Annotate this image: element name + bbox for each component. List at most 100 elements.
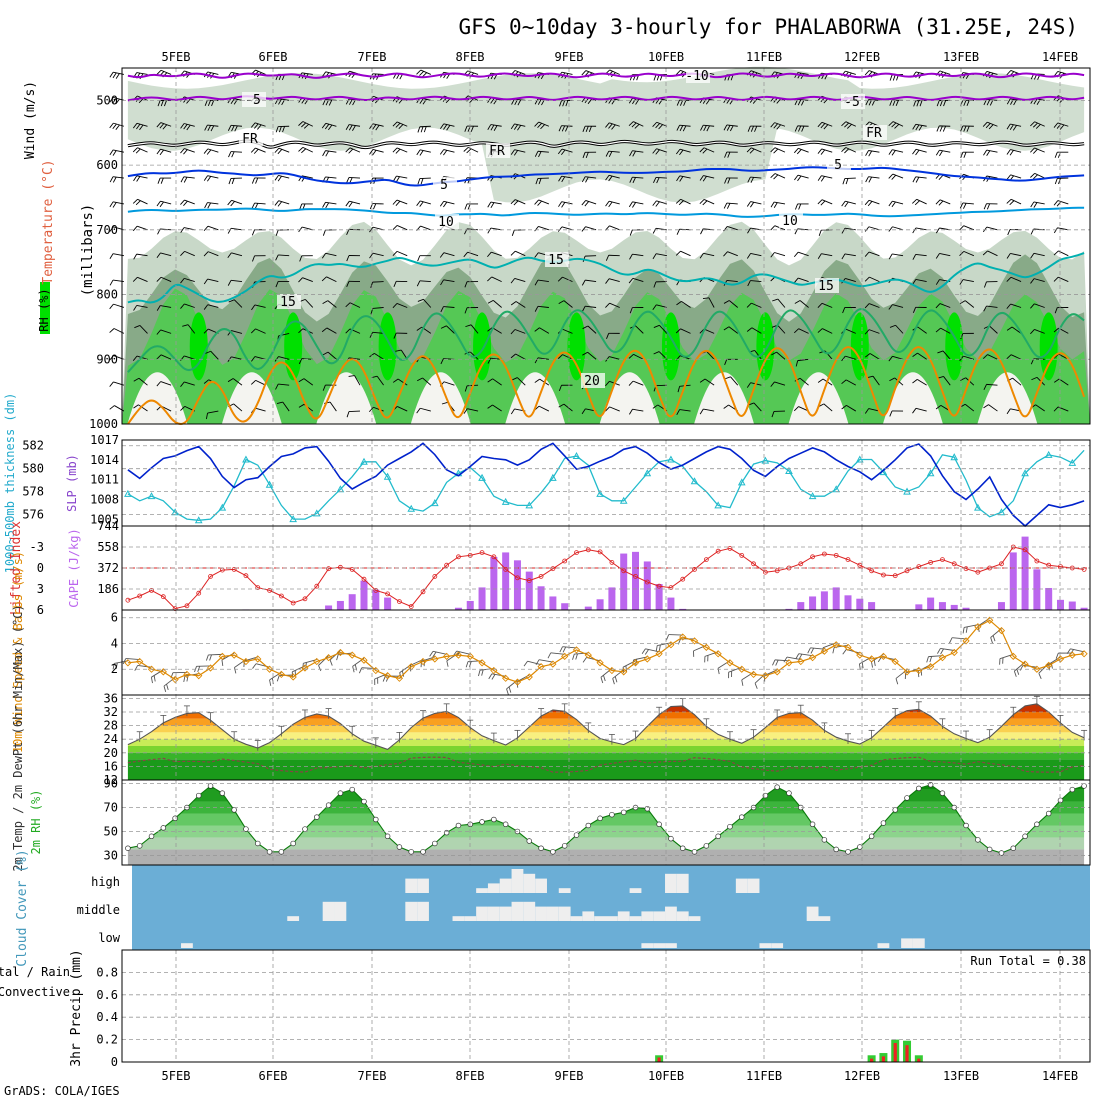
upper-wind-barb-129 (250, 147, 266, 154)
upper-wind-barb-246-flag-0 (109, 226, 114, 232)
surface-wind-barb-33-flag-1 (508, 686, 512, 693)
upper-wind-barb-550-flag-0 (510, 408, 515, 415)
cloud-low-bar-45 (653, 943, 666, 948)
upper-wind-barb-104-flag-2 (634, 123, 640, 129)
upper-wind-barb-41-flag-0 (109, 97, 114, 103)
thickness-point-68 (926, 469, 935, 477)
upper-wind-barb-70-flag-2 (800, 99, 805, 106)
precip-convective-bar-67 (917, 1058, 921, 1062)
surface-wind-barb-20 (352, 657, 365, 673)
upper-wind-barb-85-flag-1 (183, 124, 188, 130)
upper-wind-barb-454 (180, 355, 195, 361)
upper-wind-barb-338 (346, 280, 361, 287)
upper-wind-barb-125 (156, 148, 172, 156)
upper-wind-barb-88-staff (254, 122, 266, 127)
surface-wind-barb-13 (269, 672, 282, 686)
upper-wind-barb-157-flag-0 (912, 149, 917, 155)
wind-speed-point-25 (419, 657, 427, 666)
upper-wind-barb-117-flag-2 (942, 125, 947, 132)
upper-wind-barb-396-staff (751, 302, 762, 308)
li-point-14 (290, 600, 296, 606)
upper-wind-barb-147-flag-1 (679, 149, 684, 156)
cloud-middle-bar-39 (582, 911, 595, 921)
upper-wind-barb-471-staff (587, 351, 597, 360)
surface-wind-barb-0-staff (114, 660, 128, 664)
li-point-65 (892, 573, 898, 579)
surface-wind-barb-44-staff (633, 656, 648, 661)
upper-wind-barb-203-flag-1 (1032, 174, 1038, 180)
upper-wind-barb-0-flag-1 (112, 72, 117, 79)
contour-label-bg-9 (779, 213, 803, 228)
rh-point-35 (538, 845, 544, 851)
upper-wind-barb-204 (1054, 177, 1069, 185)
upper-wind-barb-511-flag-0 (558, 385, 562, 392)
upper-wind-barb-73-flag-0 (865, 99, 869, 106)
temp-contour-3 (127, 166, 1085, 187)
cloud-level-low: low (98, 931, 120, 945)
upper-wind-barb-116-flag-2 (918, 125, 923, 131)
upper-wind-barb-282-flag-0 (959, 225, 964, 231)
upper-wind-barb-397-flag-0 (772, 298, 779, 302)
li-point-66 (904, 568, 910, 574)
surface-wind-barb-2 (134, 664, 152, 671)
upper-wind-barb-318-staff (844, 253, 856, 257)
upper-wind-barb-316-flag-0 (793, 251, 799, 258)
upper-wind-barb-287-flag-0 (109, 253, 114, 260)
wind-speed-point-65 (891, 657, 899, 666)
upper-wind-barb-59-flag-1 (537, 99, 542, 105)
upper-wind-barb-58-flag-2 (517, 99, 522, 106)
upper-wind-barb-515-staff (655, 384, 667, 387)
upper-wind-barb-238-staff (892, 200, 904, 205)
rh-point-0 (125, 845, 131, 851)
li-point-68 (928, 560, 934, 565)
upper-wind-barb-8-staff (301, 72, 313, 75)
upper-wind-barb-157-staff (915, 148, 927, 153)
upper-wind-barb-410-flag-0 (109, 328, 115, 333)
upper-wind-barb-447-staff (989, 325, 998, 334)
upper-wind-barb-151-staff (774, 147, 786, 153)
li-point-26 (432, 574, 438, 579)
wind-speed-point-33 (513, 678, 522, 686)
surface-wind-barb-42-flag-1 (614, 676, 618, 683)
surface-wind-barb-35 (523, 660, 542, 667)
li-point-43 (633, 574, 638, 579)
upper-wind-barb-392-flag-0 (652, 304, 657, 311)
upper-wind-barb-524-staff (872, 375, 880, 386)
upper-wind-barb-268-flag-0 (629, 229, 633, 236)
upper-wind-barb-370-staff (136, 305, 148, 308)
cloud-middle-bar-38 (570, 916, 583, 921)
upper-wind-barb-430 (582, 325, 597, 334)
upper-wind-barb-266-flag-0 (581, 226, 586, 232)
upper-wind-barb-396 (746, 302, 762, 308)
upper-wind-barb-169-flag-0 (228, 178, 232, 185)
upper-wind-barb-263-flag-0 (511, 230, 515, 236)
upper-wind-barb-141-flag-1 (538, 151, 542, 158)
upper-wind-barb-210-flag-0 (227, 200, 232, 206)
surface-wind-barb-45-flag-0 (641, 648, 646, 655)
upper-wind-barb-494 (156, 381, 172, 387)
upper-wind-barb-113-flag-2 (847, 124, 852, 129)
surface-wind-barb-29-staff (456, 650, 471, 655)
chart-title: GFS 0~10day 3-hourly for PHALABORWA (31.… (458, 15, 1078, 39)
upper-wind-barb-131-flag-0 (298, 147, 304, 152)
upper-wind-barb-65-flag-1 (679, 99, 684, 106)
rh-core-5 (661, 312, 680, 381)
upper-wind-barb-112-flag-1 (820, 123, 826, 129)
upper-wind-barb-127-flag-1 (206, 149, 212, 155)
wind-speed-point-64 (879, 652, 888, 661)
upper-wind-barb-346-flag-0 (534, 279, 539, 286)
surface-wind-barb-4 (163, 677, 176, 692)
rh-point-14 (290, 840, 296, 847)
upper-wind-barb-125-flag-0 (156, 148, 161, 155)
upper-wind-barb-438-staff (777, 324, 786, 334)
surface-wind-barb-38 (559, 646, 577, 653)
wind-speed-point-63 (867, 655, 876, 663)
upper-wind-barb-236-flag-0 (841, 200, 846, 207)
upper-wind-barb-45-flag-2 (211, 100, 215, 107)
surface-wind-barb-32-flag-1 (491, 674, 496, 680)
upper-wind-barb-89-flag-0 (275, 126, 279, 133)
cloud-level-high: high (91, 875, 120, 889)
upper-wind-barb-413-staff (187, 324, 196, 334)
surface-wind-barb-80 (1055, 652, 1073, 659)
upper-wind-barb-324 (982, 250, 998, 257)
